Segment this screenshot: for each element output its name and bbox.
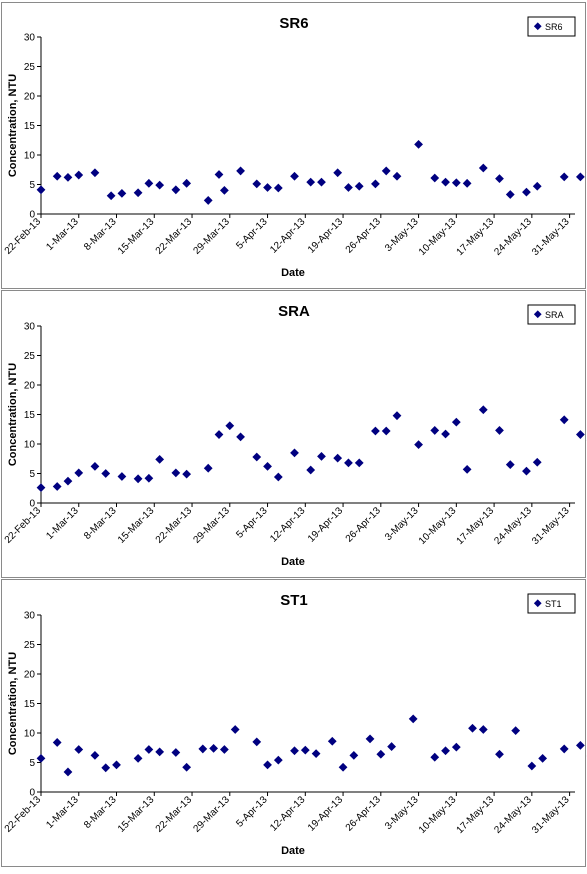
legend-label: SR6 [545, 22, 563, 32]
legend-label: ST1 [545, 599, 562, 609]
y-tick-label: 30 [24, 33, 36, 44]
y-tick-label: 5 [29, 758, 35, 769]
y-tick-label: 5 [29, 469, 35, 480]
y-tick-label: 20 [24, 92, 36, 103]
y-tick-label: 15 [24, 699, 36, 710]
y-tick-label: 10 [24, 151, 36, 162]
x-axis-label: Date [281, 267, 305, 279]
y-tick-label: 15 [24, 410, 36, 421]
y-tick-label: 10 [24, 440, 36, 451]
y-tick-label: 25 [24, 640, 36, 651]
legend-label: SRA [545, 310, 564, 320]
y-tick-label: 25 [24, 62, 36, 73]
chart-title: SRA [278, 303, 310, 320]
chart-title: SR6 [279, 15, 308, 32]
y-tick-label: 15 [24, 121, 36, 132]
y-axis-label: Concentration, NTU [7, 363, 19, 466]
y-tick-label: 30 [24, 322, 36, 333]
y-axis-label: Concentration, NTU [7, 74, 19, 177]
y-tick-label: 10 [24, 729, 36, 740]
y-tick-label: 25 [24, 351, 36, 362]
y-tick-label: 20 [24, 381, 36, 392]
y-tick-label: 5 [29, 180, 35, 191]
y-axis-label: Concentration, NTU [7, 652, 19, 755]
chart-title: ST1 [280, 592, 308, 609]
x-axis-label: Date [281, 556, 305, 568]
y-tick-label: 30 [24, 611, 36, 622]
x-axis-label: Date [281, 845, 305, 857]
y-tick-label: 20 [24, 670, 36, 681]
